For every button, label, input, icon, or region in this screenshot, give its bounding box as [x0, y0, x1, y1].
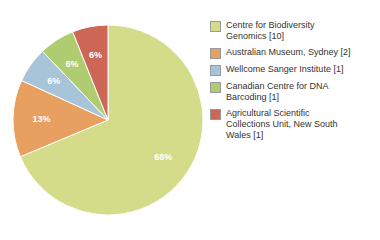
svg-text:6%: 6%: [66, 59, 79, 69]
html-text:Centre for Biodiversity Genomi: Centre for Biodiversity Genomics [10]: [226, 20, 315, 41]
html-text:Wellcome Sanger Institute [1]: Wellcome Sanger Institute [1]: [226, 64, 344, 74]
svg-text:13%: 13%: [33, 114, 51, 124]
svg-text:6%: 6%: [89, 50, 102, 60]
html-text:Canadian Centre for DNA Barcod: Canadian Centre for DNA Barcoding [1]: [226, 81, 329, 102]
svg-text:6%: 6%: [47, 76, 60, 86]
html-text:Agricultural Scientific Collec: Agricultural Scientific Collections Unit…: [226, 108, 338, 140]
svg-text:68%: 68%: [154, 152, 172, 162]
html-text:Australian Museum, Sydney [2]: Australian Museum, Sydney [2]: [226, 47, 351, 57]
